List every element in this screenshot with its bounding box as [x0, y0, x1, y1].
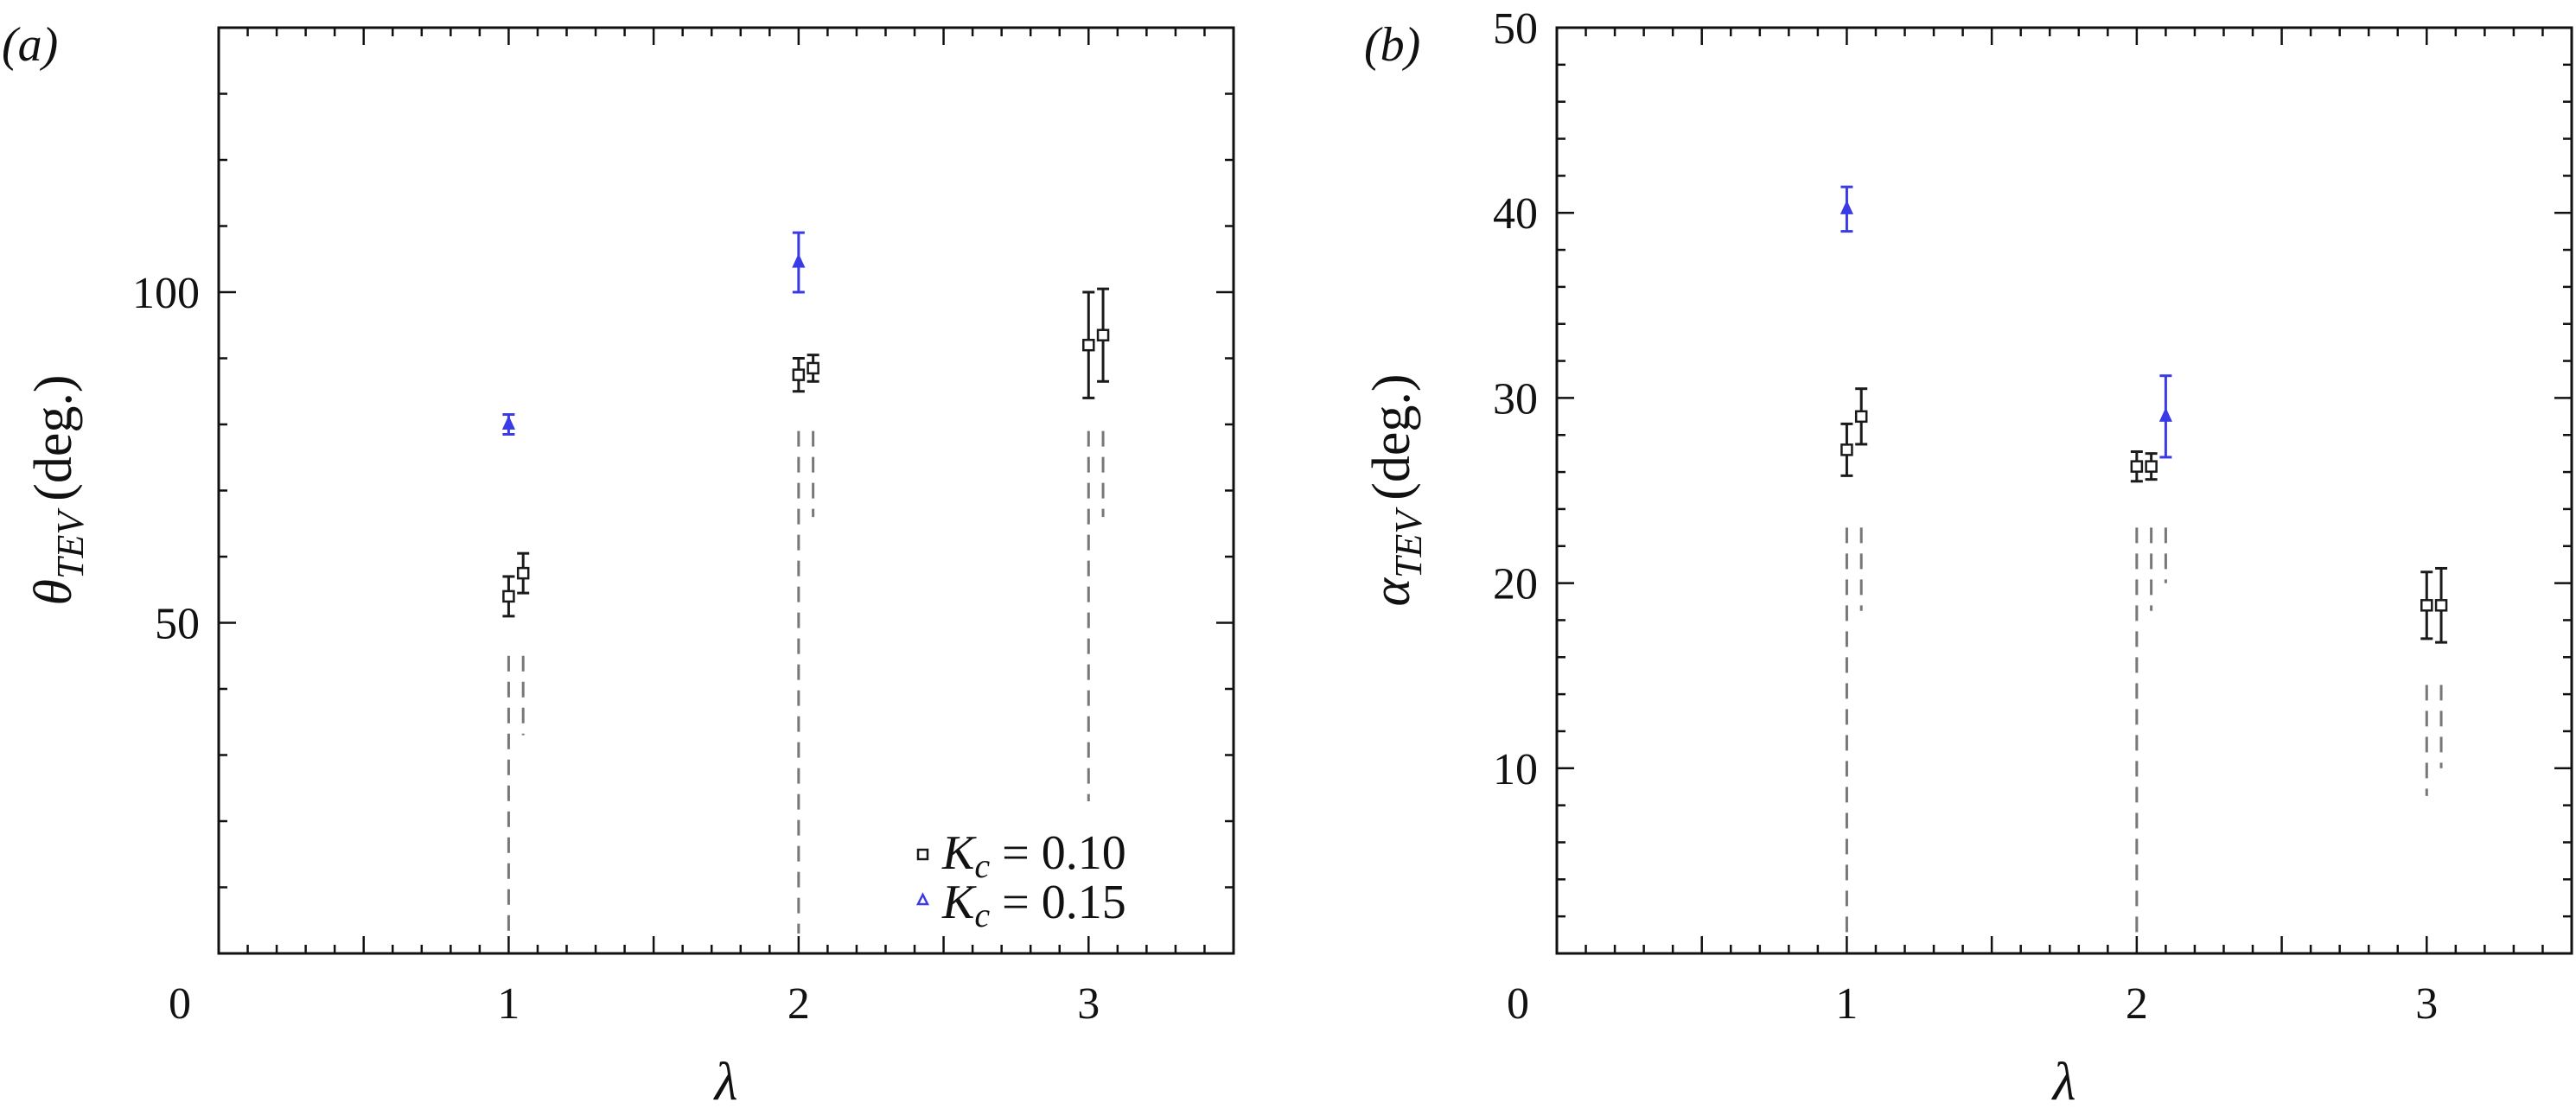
legend-entry-kc-010: Kc = 0.10	[941, 826, 1126, 885]
y-tick-label: 10	[1493, 745, 1538, 794]
y-tick-label: 40	[1493, 189, 1538, 239]
panel-a-tick-labels: 0 1 2 3 50 100	[132, 269, 1100, 1029]
panel-a-label: (a)	[2, 18, 58, 72]
panel-a-data-marks	[501, 231, 1110, 618]
marker-square	[2145, 460, 2158, 473]
marker-square	[807, 361, 819, 375]
data-point-square	[792, 357, 806, 393]
panel-a-y-symbol: θ	[24, 579, 83, 605]
x-tick-label: 1	[1835, 979, 1858, 1029]
panel-b-y-unit: (deg.)	[1362, 373, 1421, 500]
y-tick-label: 50	[1493, 4, 1538, 54]
panel-b-y-subscript: TEV	[1387, 507, 1430, 578]
marker-square	[1840, 443, 1853, 456]
panel-b-tick-labels: 0 1 2 3 10 20 30 40 50	[1493, 4, 2438, 1029]
data-point-square	[502, 575, 515, 618]
data-point-square	[2130, 450, 2144, 483]
y-tick-label: 100	[132, 269, 200, 318]
panel-a-ticks	[217, 26, 1235, 955]
data-point-triangle	[2158, 374, 2172, 459]
y-tick-label: 20	[1493, 560, 1538, 609]
data-point-square	[1840, 422, 1853, 477]
y-tick-label: 30	[1493, 374, 1538, 424]
data-point-square	[1096, 287, 1110, 383]
legend: Kc = 0.10 Kc = 0.15	[915, 826, 1126, 934]
marker-square	[2434, 599, 2448, 612]
panel-b-plot-frame	[1555, 26, 2573, 955]
marker-triangle	[501, 415, 515, 430]
data-point-triangle	[792, 231, 806, 294]
panel-b-data-marks	[1840, 185, 2448, 644]
legend-marker-square	[916, 848, 929, 861]
data-point-square	[1854, 387, 1868, 446]
data-point-triangle	[1840, 185, 1853, 233]
x-tick-label: 3	[1077, 979, 1100, 1029]
x-tick-label: 2	[787, 979, 810, 1029]
panel-a-dashed-lines	[507, 430, 1105, 934]
marker-triangle	[2158, 407, 2172, 422]
marker-square	[1854, 410, 1868, 424]
legend-marker-triangle	[915, 892, 930, 906]
panel-b-ticks	[1555, 26, 2573, 955]
x-tick-label: 1	[497, 979, 520, 1029]
panel-a-x-axis-title: λ	[713, 1053, 738, 1109]
marker-triangle	[1840, 200, 1853, 214]
legend-entry-kc-015: Kc = 0.15	[941, 876, 1126, 934]
panel-b-label: (b)	[1364, 18, 1420, 72]
marker-square	[2420, 599, 2433, 612]
panel-a: (a) 0 1 2 3 50 100 λ θTEV (deg.) Kc = 0.10 Kc …	[2, 18, 1235, 1109]
panel-a-plot-frame	[217, 26, 1235, 955]
panel-b: (b) 0 1 2 3 10 20 30 40 50 λ αTEV (deg.)	[1362, 4, 2573, 1109]
data-point-square	[807, 354, 819, 383]
marker-square	[516, 566, 530, 580]
marker-square	[2130, 460, 2144, 473]
x-tick-label: 0	[169, 979, 191, 1029]
panel-a-y-subscript: TEV	[49, 507, 92, 579]
panel-a-y-axis-title: θTEV (deg.)	[24, 374, 92, 605]
x-tick-label: 3	[2415, 979, 2438, 1029]
panel-a-y-unit: (deg.)	[24, 374, 83, 500]
data-point-square	[1082, 290, 1095, 399]
x-tick-label: 0	[1507, 979, 1529, 1029]
x-tick-label: 2	[2126, 979, 2148, 1029]
marker-square	[792, 368, 806, 381]
data-point-square	[2420, 570, 2433, 641]
panel-b-dashed-lines	[1845, 527, 2443, 935]
data-point-square	[2145, 452, 2158, 481]
y-tick-label: 50	[155, 600, 200, 649]
marker-triangle	[792, 253, 806, 268]
data-point-square	[2434, 566, 2448, 644]
panel-b-y-symbol: α	[1362, 577, 1421, 607]
marker-square	[1082, 338, 1095, 352]
panel-b-x-axis-title: λ	[2051, 1053, 2076, 1109]
marker-square	[502, 590, 515, 603]
marker-square	[1096, 328, 1110, 341]
data-point-square	[516, 551, 530, 595]
panel-b-y-axis-title: αTEV (deg.)	[1362, 373, 1430, 606]
data-point-triangle	[501, 413, 515, 436]
